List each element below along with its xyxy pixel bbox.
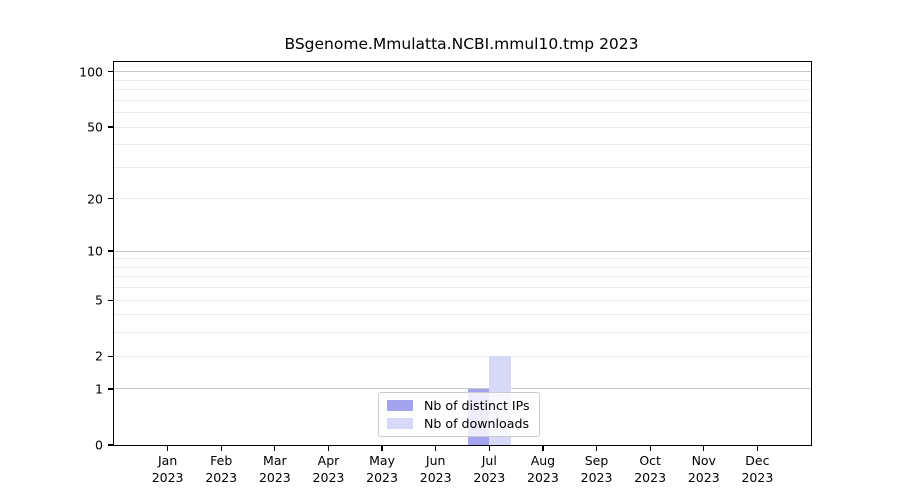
legend-label-distinct-ips: Nb of distinct IPs <box>424 398 530 413</box>
x-tick-label: Oct 2023 <box>634 453 667 485</box>
x-tick <box>595 446 598 452</box>
x-tick <box>435 446 437 452</box>
gridline-minor <box>114 276 811 278</box>
plot-area: 100 50 20 10 5 2 1 0 Jan 2023 Feb 2023 Mar 2023 Apr 202… <box>79 61 812 485</box>
chart-title: BSgenome.Mmulatta.NCBI.mmul10.tmp 2023 <box>284 35 639 53</box>
x-tick-label: Jan 2023 <box>151 453 184 485</box>
legend-swatch-distinct-ips-icon <box>387 400 413 411</box>
y-tick <box>107 250 113 252</box>
y-tick-label: 20 <box>87 191 103 207</box>
gridline-minor <box>114 79 811 81</box>
x-tick-label: May 2023 <box>366 453 398 485</box>
x-tick <box>327 446 330 452</box>
x-tick <box>488 446 490 452</box>
legend-swatch-downloads-icon <box>387 418 413 429</box>
y-tick <box>107 198 113 200</box>
gridline-minor <box>114 314 811 316</box>
x-tick <box>220 446 222 452</box>
gridline-minor <box>114 332 811 334</box>
x-tick <box>703 446 705 452</box>
gridline-minor <box>114 266 811 268</box>
gridline-major <box>114 388 811 390</box>
y-tick-label: 100 <box>79 64 103 80</box>
x-tick <box>542 446 544 452</box>
gridline-minor <box>114 355 811 357</box>
y-tick <box>107 388 113 390</box>
x-tick <box>167 446 169 452</box>
x-tick-label: Sep 2023 <box>580 453 613 485</box>
x-tick-label: Feb 2023 <box>205 453 238 485</box>
gridline-minor <box>114 144 811 146</box>
x-tick <box>756 446 758 452</box>
y-tick-label: 5 <box>95 292 103 308</box>
x-tick <box>649 446 651 452</box>
legend-item-downloads: Nb of downloads <box>387 416 530 431</box>
gridline-minor <box>114 198 811 200</box>
gridline-minor <box>114 112 811 114</box>
x-tick <box>274 446 276 452</box>
gridline-minor <box>114 299 811 301</box>
legend: Nb of distinct IPs Nb of downloads <box>378 392 540 437</box>
y-tick-label: 10 <box>87 243 103 259</box>
y-tick-label: 1 <box>95 381 103 397</box>
y-tick <box>107 126 113 128</box>
y-tick <box>107 355 113 357</box>
gridline-major <box>114 250 811 252</box>
gridline-minor <box>114 126 811 128</box>
gridline-major <box>114 71 811 73</box>
gridline-minor <box>114 89 811 91</box>
x-tick-label: Jul 2023 <box>473 453 506 485</box>
y-tick-label: 50 <box>87 119 103 135</box>
x-tick-label: Jun 2023 <box>419 453 452 485</box>
x-tick <box>381 446 383 452</box>
y-tick <box>107 71 113 73</box>
x-tick-label: Apr 2023 <box>312 453 345 485</box>
x-tick-label: Aug 2023 <box>527 453 559 485</box>
y-tick <box>107 444 113 446</box>
y-tick-label: 2 <box>95 348 103 364</box>
y-tick <box>107 299 113 301</box>
x-tick-label: Mar 2023 <box>258 453 291 485</box>
legend-label-downloads: Nb of downloads <box>424 416 530 431</box>
gridline-minor <box>114 258 811 260</box>
gridline-minor <box>114 287 811 289</box>
x-tick-label: Dec 2023 <box>741 453 774 485</box>
x-tick-label: Nov 2023 <box>687 453 720 485</box>
legend-item-distinct-ips: Nb of distinct IPs <box>387 398 530 413</box>
gridline-minor <box>114 166 811 168</box>
y-tick-label: 0 <box>95 437 103 453</box>
gridline-minor <box>114 99 811 101</box>
